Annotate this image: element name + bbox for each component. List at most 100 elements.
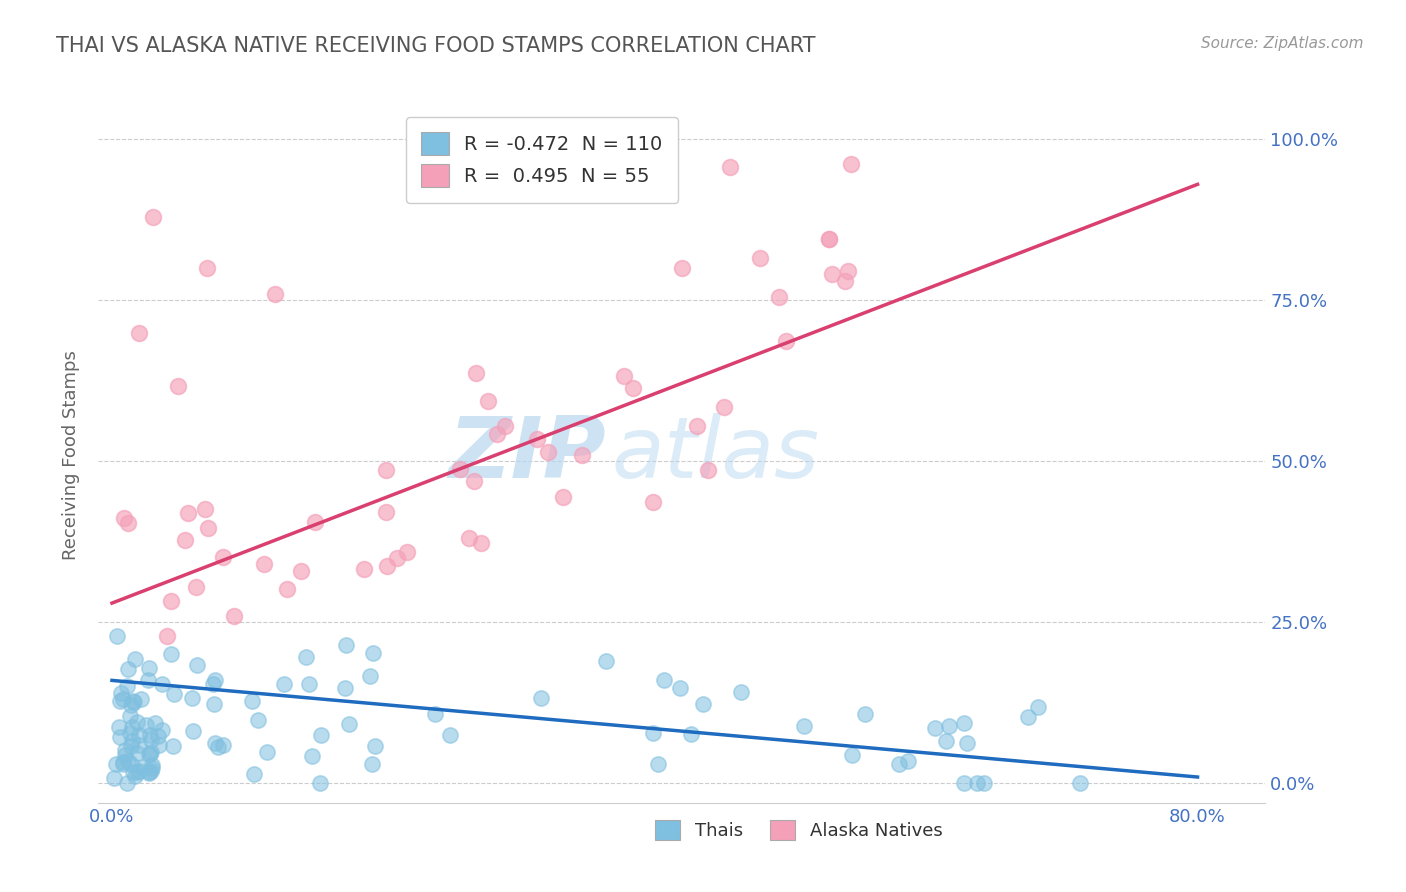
Point [697, 463, 720, 477]
Point [897, 754, 920, 768]
Point [253, 557, 276, 571]
Point [135, 718, 157, 732]
Point [953, 776, 976, 790]
Point [146, 729, 169, 743]
Point [1026, 699, 1049, 714]
Point [276, 582, 298, 596]
Point [1017, 710, 1039, 724]
Point [105, 629, 128, 643]
Legend: Thais, Alaska Natives: Thais, Alaska Natives [645, 811, 952, 849]
Point [834, 274, 856, 288]
Point [207, 740, 229, 755]
Point [817, 232, 839, 246]
Point [298, 677, 321, 691]
Point [295, 650, 318, 665]
Point [117, 516, 139, 531]
Point [103, 772, 125, 786]
Point [122, 694, 145, 708]
Point [256, 746, 278, 760]
Point [364, 739, 387, 754]
Point [139, 747, 162, 761]
Text: ZIP: ZIP [449, 413, 606, 497]
Point [121, 764, 143, 779]
Text: THAI VS ALASKA NATIVE RECEIVING FOOD STAMPS CORRELATION CHART: THAI VS ALASKA NATIVE RECEIVING FOOD STA… [56, 36, 815, 55]
Point [643, 725, 665, 739]
Point [202, 697, 225, 711]
Point [621, 381, 644, 395]
Point [485, 426, 508, 441]
Point [195, 261, 218, 276]
Point [183, 724, 205, 739]
Point [361, 646, 384, 660]
Point [136, 673, 159, 687]
Point [120, 726, 142, 740]
Point [551, 490, 574, 504]
Point [173, 533, 195, 547]
Point [311, 727, 333, 741]
Point [204, 737, 226, 751]
Point [138, 728, 160, 742]
Point [120, 709, 142, 723]
Point [671, 261, 693, 276]
Point [108, 694, 131, 708]
Point [477, 394, 499, 409]
Point [148, 738, 170, 752]
Point [935, 734, 957, 748]
Point [818, 232, 841, 246]
Point [197, 521, 219, 535]
Point [273, 676, 295, 690]
Point [924, 721, 946, 735]
Point [643, 495, 665, 509]
Point [669, 681, 692, 695]
Point [117, 662, 139, 676]
Point [176, 506, 198, 520]
Point [374, 463, 396, 477]
Point [375, 505, 398, 519]
Point [718, 160, 741, 174]
Point [112, 511, 135, 525]
Point [138, 661, 160, 675]
Point [595, 654, 617, 668]
Point [309, 776, 332, 790]
Point [889, 756, 911, 771]
Point [853, 706, 876, 721]
Point [114, 747, 136, 762]
Point [375, 558, 398, 573]
Point [966, 776, 988, 790]
Point [138, 764, 160, 779]
Point [201, 676, 224, 690]
Point [128, 738, 150, 752]
Point [240, 694, 263, 708]
Point [121, 721, 143, 735]
Point [439, 728, 461, 742]
Point [775, 334, 797, 348]
Point [167, 379, 190, 393]
Point [953, 716, 976, 731]
Point [132, 760, 155, 774]
Point [120, 756, 142, 771]
Point [938, 719, 960, 733]
Point [686, 418, 709, 433]
Point [536, 444, 558, 458]
Point [143, 715, 166, 730]
Point [163, 687, 186, 701]
Point [749, 251, 772, 265]
Point [181, 690, 204, 705]
Point [114, 743, 136, 757]
Point [117, 754, 139, 768]
Point [613, 368, 636, 383]
Point [652, 673, 675, 687]
Point [1069, 776, 1091, 790]
Point [186, 580, 208, 594]
Point [124, 769, 146, 783]
Point [127, 765, 149, 780]
Point [425, 707, 447, 722]
Point [243, 766, 266, 780]
Point [142, 210, 165, 224]
Point [839, 157, 862, 171]
Point [112, 757, 135, 772]
Point [246, 714, 269, 728]
Point [111, 692, 134, 706]
Point [128, 728, 150, 742]
Text: atlas: atlas [612, 413, 820, 497]
